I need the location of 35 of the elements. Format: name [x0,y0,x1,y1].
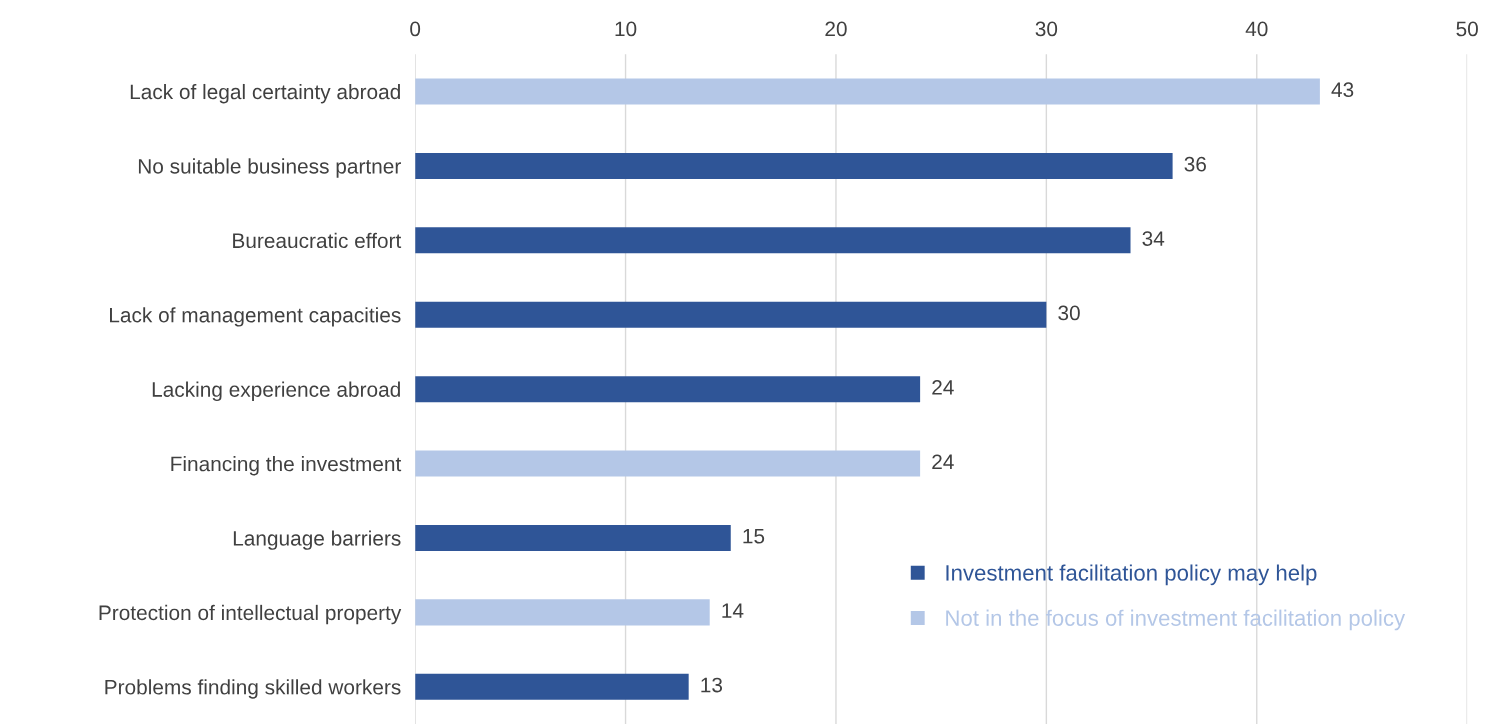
x-tick-label: 50 [1456,21,1478,37]
x-tick-label: 10 [615,21,637,37]
y-tick-label: Protection of intellectual property [99,604,402,625]
bar [415,524,731,551]
y-tick-label: Financing the investment [171,456,402,476]
data-label: 43 [1331,82,1354,98]
data-label: 24 [932,379,954,395]
legend-label: Investment facilitation policy may help [946,564,1317,586]
bar [415,78,1320,105]
y-tick-label: Lacking experience abroad [152,381,400,402]
data-label: 13 [701,677,723,693]
bar [415,227,1131,254]
y-tick-label: No suitable business partner [138,158,401,178]
data-label: 24 [932,454,954,469]
x-tick-label: 30 [1035,21,1058,37]
bar [415,301,1047,328]
y-tick-label: Lack of legal certainty abroad [130,83,400,104]
legend-label: Not in the focus of investment facilitation policy [946,609,1406,631]
x-tick-label: 0 [410,21,421,37]
x-tick-label: 40 [1245,21,1268,37]
bar [415,450,921,477]
y-tick-label: Problems finding skilled workers [105,679,401,699]
y-tick-label: Bureaucratic effort [233,232,402,249]
data-label: 34 [1142,231,1165,246]
bar [415,152,1173,179]
data-label: 14 [722,603,744,618]
bar [415,376,921,403]
data-label: 15 [743,529,765,544]
y-tick-label: Language barriers [233,530,401,550]
data-label: 30 [1058,305,1080,321]
y-tick-label: Lack of management capacities [110,307,401,327]
bar [415,673,689,700]
x-tick-label: 20 [825,21,847,37]
bar [415,599,710,626]
data-label: 36 [1184,156,1206,172]
